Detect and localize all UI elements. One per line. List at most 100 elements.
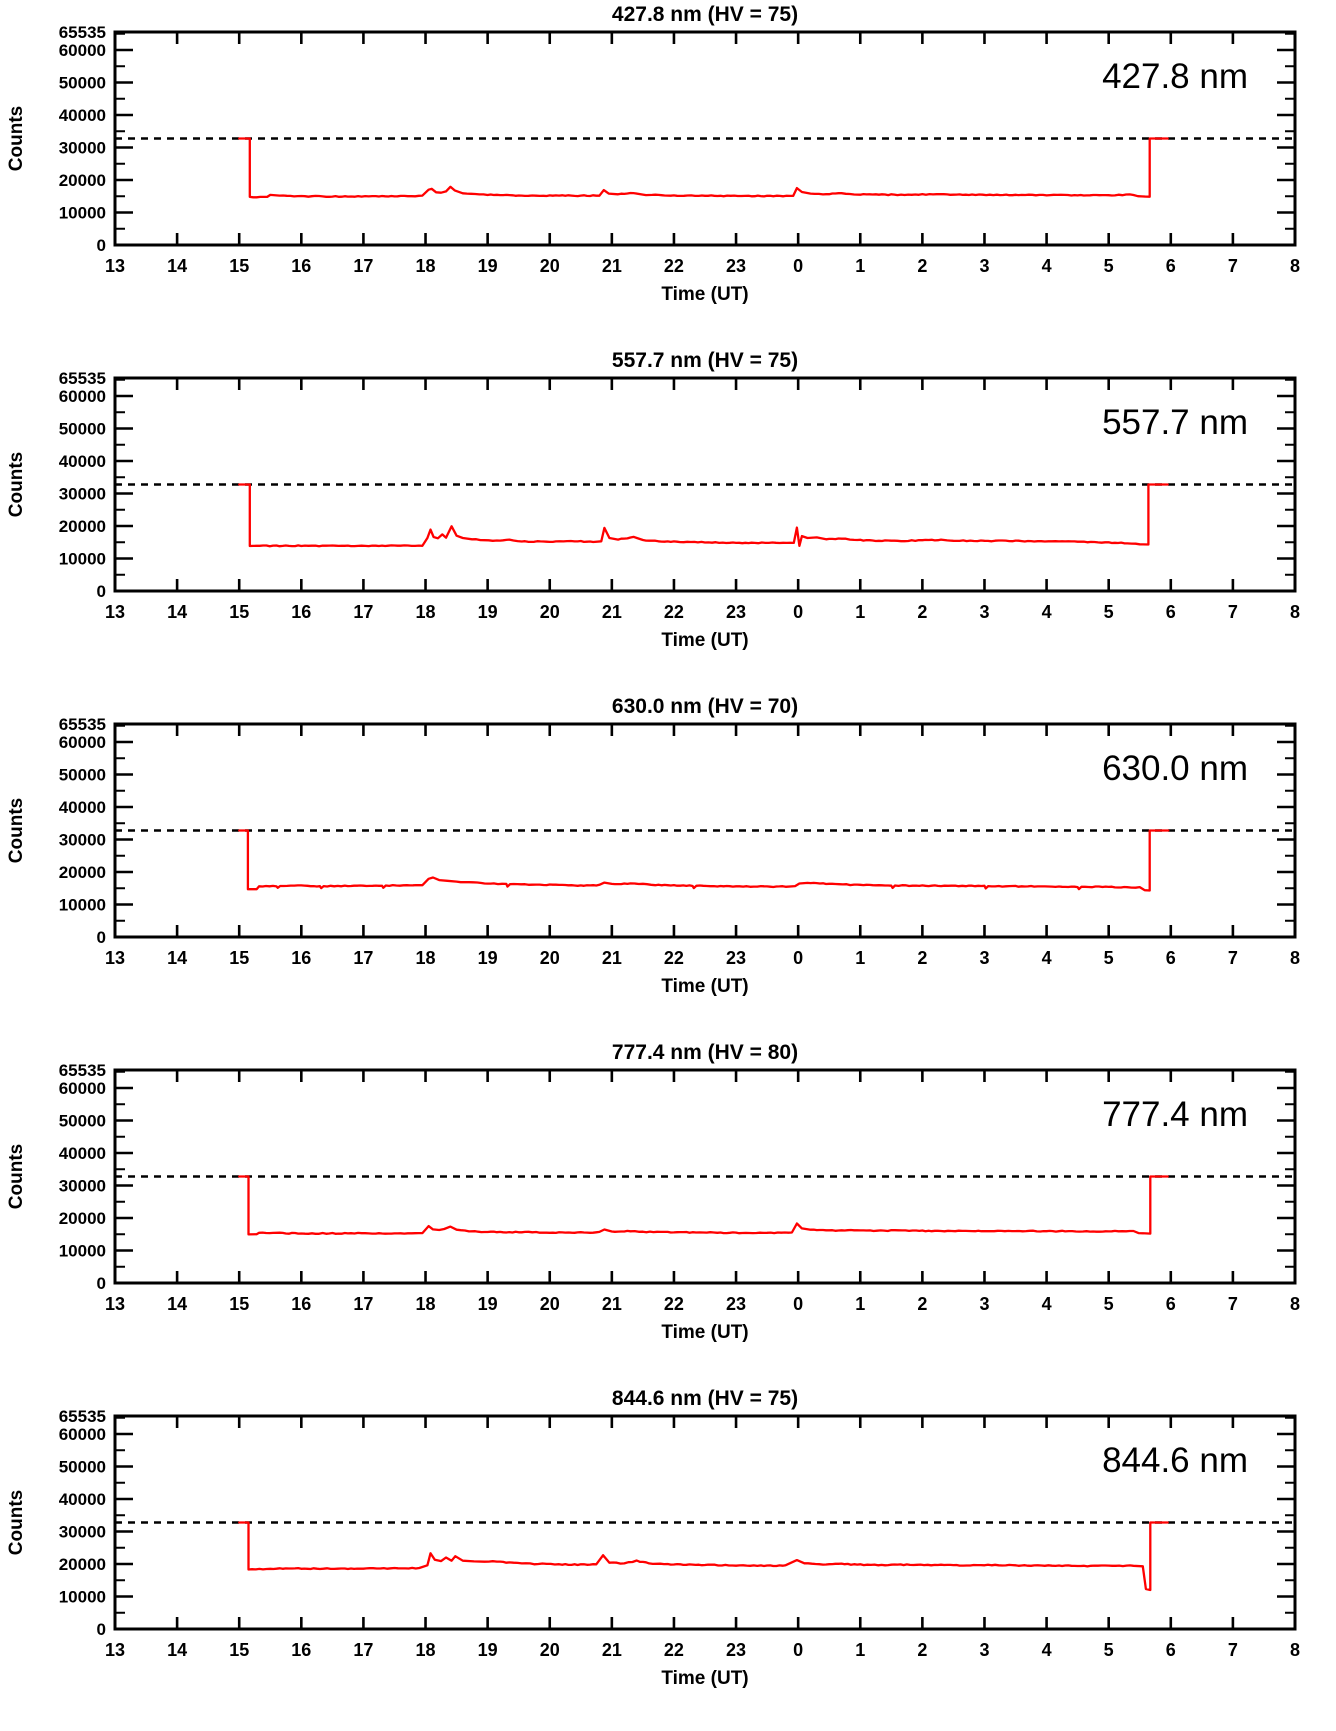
x-tick-label: 0: [793, 1294, 803, 1314]
x-tick-label: 6: [1166, 256, 1176, 276]
x-tick-label: 19: [478, 948, 498, 968]
y-tick-label: 0: [97, 236, 106, 255]
chart-panel-630.0-nm: 630.0 nm (HV = 70) 0 10000 20000 30000 40000 5…: [6, 695, 1300, 997]
x-tick-label: 8: [1290, 256, 1300, 276]
x-tick-label: 13: [105, 948, 125, 968]
x-tick-label: 3: [979, 602, 989, 622]
x-tick-label: 4: [1042, 1640, 1052, 1660]
panel-title: 557.7 nm (HV = 75): [612, 349, 798, 372]
x-axis-label: Time (UT): [661, 284, 748, 305]
x-tick-label: 21: [602, 256, 622, 276]
x-tick-label: 0: [793, 256, 803, 276]
y-tick-label: 50000: [59, 419, 106, 438]
x-tick-label: 1: [855, 948, 865, 968]
x-tick-label: 8: [1290, 1294, 1300, 1314]
x-tick-label: 7: [1228, 256, 1238, 276]
y-tick-label: 20000: [59, 1555, 106, 1574]
counts-trace: [238, 137, 1169, 199]
x-tick-label: 15: [229, 1640, 249, 1660]
x-tick-label: 8: [1290, 602, 1300, 622]
x-tick-label: 22: [664, 602, 684, 622]
y-tick-label: 0: [97, 1620, 106, 1639]
x-tick-label: 3: [979, 948, 989, 968]
x-tick-label: 1: [855, 1294, 865, 1314]
x-tick-label: 18: [416, 602, 436, 622]
y-tick-label: 60000: [59, 1079, 106, 1098]
x-tick-label: 14: [167, 1294, 187, 1314]
y-tick-label: 50000: [59, 73, 106, 92]
x-tick-label: 4: [1042, 256, 1052, 276]
y-axis-label: Counts: [6, 1490, 27, 1555]
counts-trace: [238, 1521, 1169, 1592]
panel-title: 777.4 nm (HV = 80): [612, 1041, 798, 1064]
x-tick-label: 21: [602, 948, 622, 968]
x-tick-label: 13: [105, 256, 125, 276]
y-tick-label: 10000: [59, 1587, 106, 1606]
y-tick-label: 30000: [59, 138, 106, 157]
y-tick-label: 10000: [59, 549, 106, 568]
x-tick-label: 7: [1228, 948, 1238, 968]
y-tick-label: 65535: [59, 23, 106, 42]
panel-title: 630.0 nm (HV = 70): [612, 695, 798, 718]
y-tick-label: 30000: [59, 484, 106, 503]
y-tick-label: 30000: [59, 830, 106, 849]
x-tick-label: 21: [602, 602, 622, 622]
x-tick-label: 19: [478, 602, 498, 622]
x-tick-label: 2: [917, 256, 927, 276]
x-tick-label: 5: [1104, 256, 1114, 276]
counts-trace: [238, 829, 1170, 892]
y-tick-label: 20000: [59, 517, 106, 536]
x-tick-label: 4: [1042, 948, 1052, 968]
y-tick-label: 65535: [59, 1061, 106, 1080]
wavelength-label: 844.6 nm: [1102, 1441, 1248, 1480]
y-tick-label: 0: [97, 928, 106, 947]
x-tick-label: 19: [478, 1294, 498, 1314]
x-tick-label: 7: [1228, 1294, 1238, 1314]
x-tick-label: 7: [1228, 1640, 1238, 1660]
x-tick-label: 6: [1166, 1294, 1176, 1314]
x-tick-label: 17: [353, 948, 373, 968]
y-tick-label: 0: [97, 582, 106, 601]
x-tick-label: 14: [167, 602, 187, 622]
x-tick-label: 15: [229, 1294, 249, 1314]
x-tick-label: 6: [1166, 602, 1176, 622]
y-tick-label: 65535: [59, 1407, 106, 1426]
y-tick-label: 65535: [59, 369, 106, 388]
y-tick-label: 20000: [59, 863, 106, 882]
x-tick-label: 14: [167, 256, 187, 276]
y-tick-label: 30000: [59, 1522, 106, 1541]
y-tick-label: 40000: [59, 452, 106, 471]
x-tick-label: 13: [105, 1640, 125, 1660]
x-tick-label: 22: [664, 256, 684, 276]
x-tick-label: 5: [1104, 602, 1114, 622]
axes: [113, 1068, 1297, 1285]
x-tick-label: 20: [540, 1294, 560, 1314]
x-tick-label: 5: [1104, 1640, 1114, 1660]
y-tick-label: 20000: [59, 171, 106, 190]
wavelength-label: 777.4 nm: [1102, 1095, 1248, 1134]
x-tick-label: 1: [855, 256, 865, 276]
y-tick-label: 10000: [59, 895, 106, 914]
y-axis-label: Counts: [6, 798, 27, 863]
y-tick-label: 65535: [59, 715, 106, 734]
x-tick-label: 2: [917, 1294, 927, 1314]
x-tick-label: 0: [793, 1640, 803, 1660]
y-tick-label: 10000: [59, 1241, 106, 1260]
y-tick-label: 40000: [59, 1144, 106, 1163]
panel-title: 427.8 nm (HV = 75): [612, 3, 798, 26]
y-tick-label: 40000: [59, 1490, 106, 1509]
y-tick-label: 60000: [59, 733, 106, 752]
x-tick-label: 17: [353, 602, 373, 622]
x-tick-label: 20: [540, 256, 560, 276]
x-tick-label: 13: [105, 602, 125, 622]
y-tick-label: 40000: [59, 106, 106, 125]
x-tick-label: 8: [1290, 1640, 1300, 1660]
x-tick-label: 7: [1228, 602, 1238, 622]
x-tick-label: 20: [540, 602, 560, 622]
counts-trace: [238, 483, 1169, 548]
x-tick-label: 3: [979, 1640, 989, 1660]
wavelength-label: 557.7 nm: [1102, 403, 1248, 442]
y-tick-label: 60000: [59, 387, 106, 406]
x-tick-label: 22: [664, 1640, 684, 1660]
